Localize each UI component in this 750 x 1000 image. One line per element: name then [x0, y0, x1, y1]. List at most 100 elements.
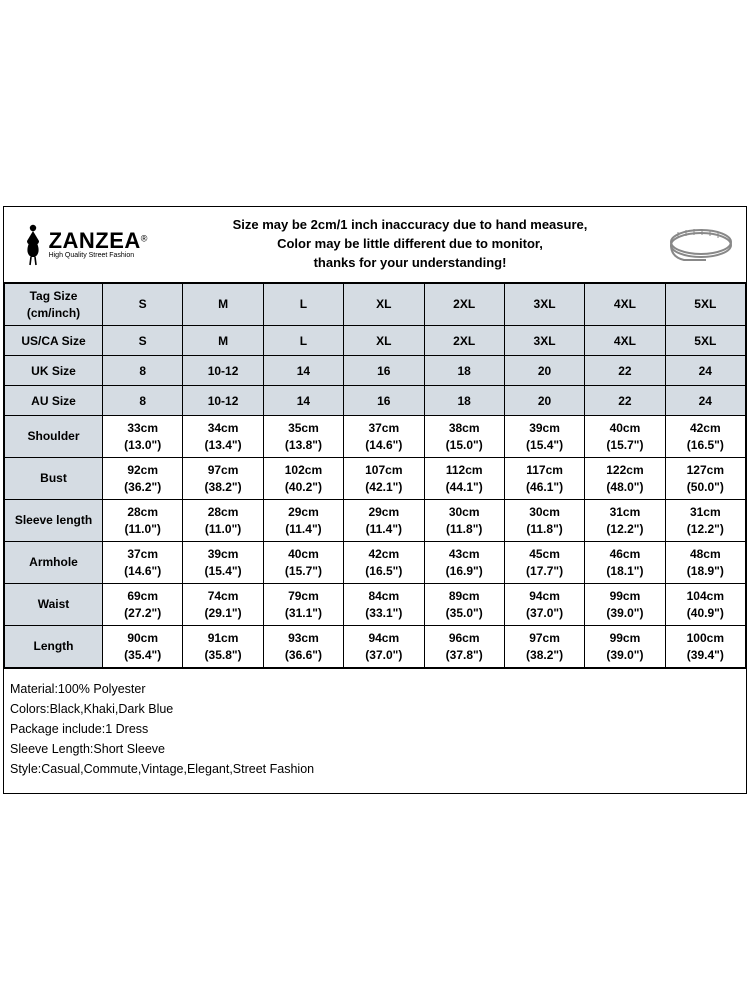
cell: 96cm(37.8"): [424, 626, 504, 668]
row-waist: Waist 69cm(27.2") 74cm(29.1") 79cm(31.1"…: [5, 584, 746, 626]
row-sleeve: Sleeve length 28cm(11.0") 28cm(11.0") 29…: [5, 500, 746, 542]
cell: 24: [665, 356, 745, 386]
note-line-2: Color may be little different due to mon…: [164, 235, 656, 254]
cell: 38cm(15.0"): [424, 416, 504, 458]
label-tag-size: Tag Size(cm/inch): [5, 284, 103, 326]
cell: 39cm(15.4"): [183, 542, 263, 584]
cell: 33cm(13.0"): [103, 416, 183, 458]
cell: 2XL: [424, 326, 504, 356]
cell: 112cm(44.1"): [424, 458, 504, 500]
label-bust: Bust: [5, 458, 103, 500]
cell: 22: [585, 386, 665, 416]
cell: XL: [344, 326, 424, 356]
cell: 46cm(18.1"): [585, 542, 665, 584]
cell: L: [263, 326, 343, 356]
cell: 4XL: [585, 326, 665, 356]
note-line-1: Size may be 2cm/1 inch inaccuracy due to…: [164, 216, 656, 235]
cell: 37cm(14.6"): [344, 416, 424, 458]
cell: 20: [504, 386, 584, 416]
cell: 24: [665, 386, 745, 416]
cell: 10-12: [183, 356, 263, 386]
cell: S: [103, 326, 183, 356]
col-l: L: [263, 284, 343, 326]
cell: 127cm(50.0"): [665, 458, 745, 500]
cell: 8: [103, 386, 183, 416]
cell: 100cm(39.4"): [665, 626, 745, 668]
cell: 93cm(36.6"): [263, 626, 343, 668]
cell: 28cm(11.0"): [103, 500, 183, 542]
cell: 31cm(12.2"): [585, 500, 665, 542]
brand-tagline: High Quality Street Fashion: [49, 252, 148, 259]
cell: 14: [263, 356, 343, 386]
label-au: AU Size: [5, 386, 103, 416]
cell: 69cm(27.2"): [103, 584, 183, 626]
cell: 79cm(31.1"): [263, 584, 343, 626]
row-tag-size: Tag Size(cm/inch) S M L XL 2XL 3XL 4XL 5…: [5, 284, 746, 326]
cell: M: [183, 326, 263, 356]
cell: 16: [344, 356, 424, 386]
detail-style: Style:Casual,Commute,Vintage,Elegant,Str…: [10, 759, 740, 779]
cell: 45cm(17.7"): [504, 542, 584, 584]
cell: 94cm(37.0"): [344, 626, 424, 668]
cell: 31cm(12.2"): [665, 500, 745, 542]
cell: 104cm(40.9"): [665, 584, 745, 626]
row-uk: UK Size 8 10-12 14 16 18 20 22 24: [5, 356, 746, 386]
cell: 102cm(40.2"): [263, 458, 343, 500]
cell: 43cm(16.9"): [424, 542, 504, 584]
cell: 99cm(39.0"): [585, 626, 665, 668]
cell: 92cm(36.2"): [103, 458, 183, 500]
col-3xl: 3XL: [504, 284, 584, 326]
cell: 91cm(35.8"): [183, 626, 263, 668]
col-s: S: [103, 284, 183, 326]
col-2xl: 2XL: [424, 284, 504, 326]
cell: 39cm(15.4"): [504, 416, 584, 458]
cell: 42cm(16.5"): [665, 416, 745, 458]
size-chart: ZANZEA® High Quality Street Fashion Size…: [3, 206, 747, 794]
label-waist: Waist: [5, 584, 103, 626]
cell: 90cm(35.4"): [103, 626, 183, 668]
row-bust: Bust 92cm(36.2") 97cm(38.2") 102cm(40.2"…: [5, 458, 746, 500]
cell: 20: [504, 356, 584, 386]
cell: 10-12: [183, 386, 263, 416]
cell: 40cm(15.7"): [263, 542, 343, 584]
cell: 16: [344, 386, 424, 416]
col-5xl: 5XL: [665, 284, 745, 326]
detail-colors: Colors:Black,Khaki,Dark Blue: [10, 699, 740, 719]
cell: 34cm(13.4"): [183, 416, 263, 458]
cell: 14: [263, 386, 343, 416]
brand-cell: ZANZEA® High Quality Street Fashion: [4, 207, 164, 282]
cell: 107cm(42.1"): [344, 458, 424, 500]
label-sleeve: Sleeve length: [5, 500, 103, 542]
cell: 3XL: [504, 326, 584, 356]
note-line-3: thanks for your understanding!: [164, 254, 656, 273]
cell: 48cm(18.9"): [665, 542, 745, 584]
cell: 18: [424, 356, 504, 386]
cell: 35cm(13.8"): [263, 416, 343, 458]
cell: 117cm(46.1"): [504, 458, 584, 500]
cell: 8: [103, 356, 183, 386]
cell: 5XL: [665, 326, 745, 356]
tape-measure-icon: [656, 207, 746, 282]
brand-figure-icon: [21, 223, 45, 267]
cell: 22: [585, 356, 665, 386]
brand-name: ZANZEA: [49, 228, 141, 253]
cell: 18: [424, 386, 504, 416]
label-length: Length: [5, 626, 103, 668]
row-armhole: Armhole 37cm(14.6") 39cm(15.4") 40cm(15.…: [5, 542, 746, 584]
detail-material: Material:100% Polyester: [10, 679, 740, 699]
label-uk: UK Size: [5, 356, 103, 386]
cell: 28cm(11.0"): [183, 500, 263, 542]
product-details: Material:100% Polyester Colors:Black,Kha…: [4, 668, 746, 793]
col-m: M: [183, 284, 263, 326]
row-length: Length 90cm(35.4") 91cm(35.8") 93cm(36.6…: [5, 626, 746, 668]
cell: 37cm(14.6"): [103, 542, 183, 584]
cell: 122cm(48.0"): [585, 458, 665, 500]
size-table: Tag Size(cm/inch) S M L XL 2XL 3XL 4XL 5…: [4, 283, 746, 668]
cell: 29cm(11.4"): [344, 500, 424, 542]
cell: 97cm(38.2"): [504, 626, 584, 668]
row-au: AU Size 8 10-12 14 16 18 20 22 24: [5, 386, 746, 416]
brand-registered: ®: [141, 234, 148, 244]
col-4xl: 4XL: [585, 284, 665, 326]
detail-package: Package include:1 Dress: [10, 719, 740, 739]
cell: 29cm(11.4"): [263, 500, 343, 542]
